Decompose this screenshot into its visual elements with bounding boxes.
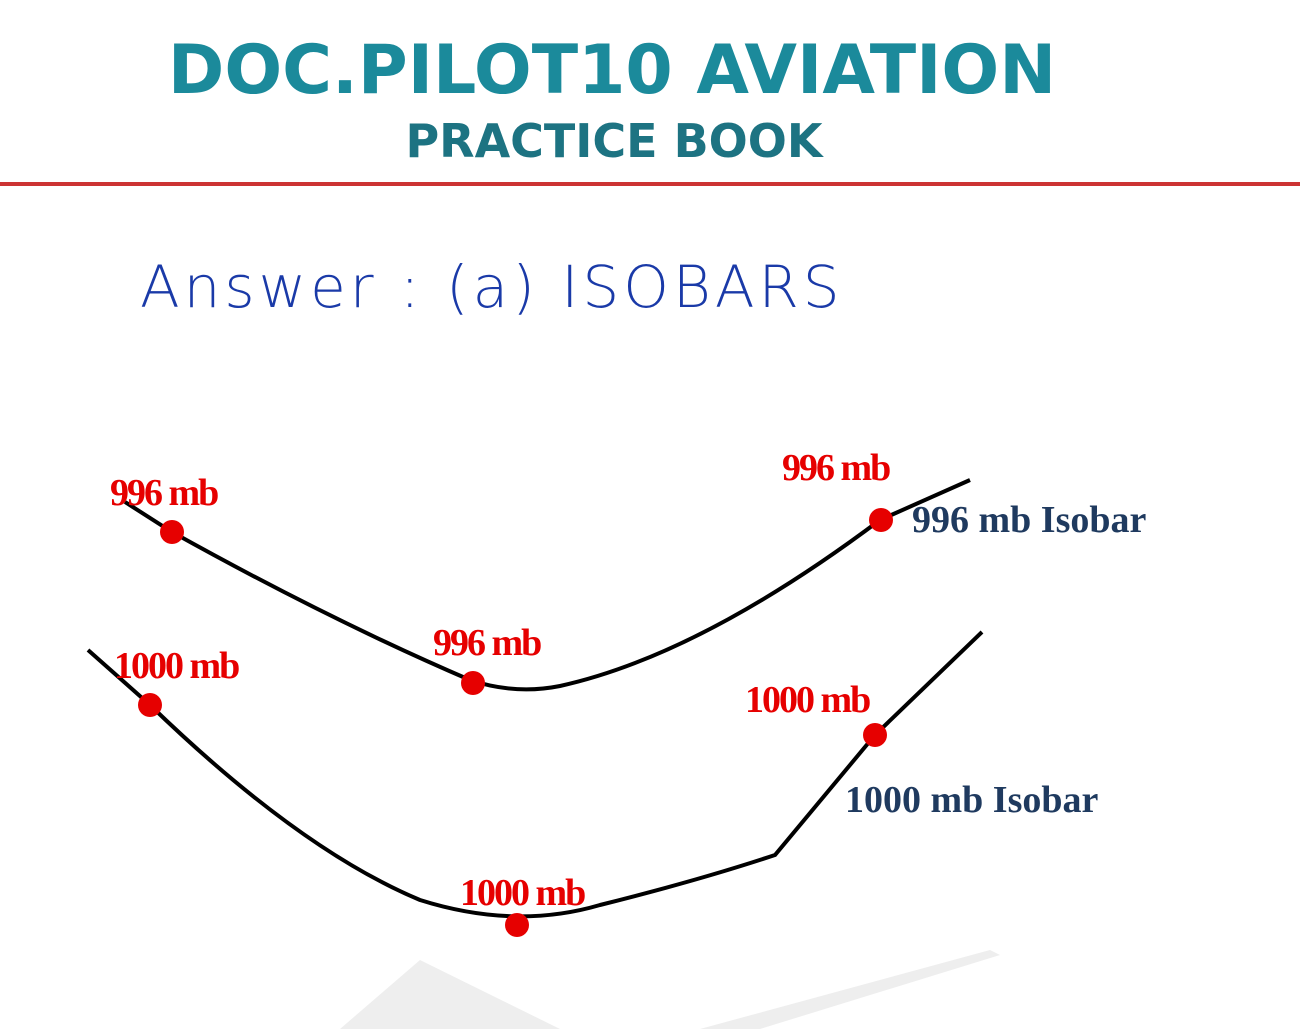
point-label: 996 mb bbox=[110, 472, 218, 514]
isobar-line bbox=[123, 478, 971, 692]
header-subtitle: PRACTICE BOOK bbox=[405, 114, 824, 168]
isobar-label: 1000 mb Isobar bbox=[845, 779, 1098, 821]
point bbox=[863, 723, 887, 747]
answer: Answer : (a) ISOBARS bbox=[140, 253, 844, 321]
point bbox=[869, 508, 893, 532]
point bbox=[160, 520, 184, 544]
point bbox=[505, 913, 529, 937]
isobar-label: 996 mb Isobar bbox=[912, 499, 1146, 541]
point-label: 996 mb bbox=[782, 447, 890, 489]
point-label: 1000 mb bbox=[745, 679, 870, 721]
point-label: 1000 mb bbox=[460, 872, 585, 914]
watermark bbox=[340, 950, 1000, 1029]
point bbox=[461, 671, 485, 695]
header-title: DOC.PILOT10 AVIATION bbox=[168, 31, 1056, 110]
isobar-line bbox=[86, 630, 984, 919]
point bbox=[138, 693, 162, 717]
point-label: 1000 mb bbox=[114, 645, 239, 687]
point-label: 996 mb bbox=[433, 622, 541, 664]
